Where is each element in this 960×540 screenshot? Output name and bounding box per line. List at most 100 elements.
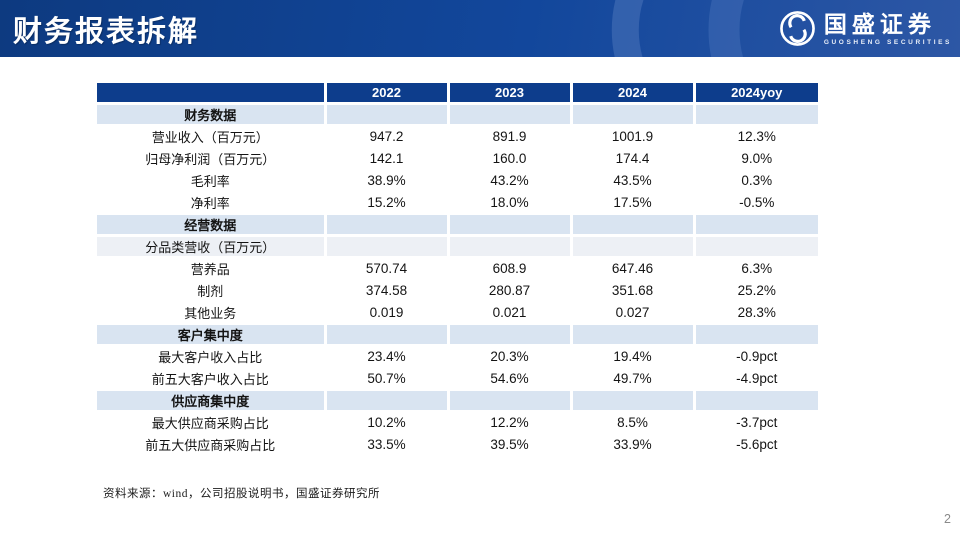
logo-watermark-arcs <box>611 0 744 57</box>
page-title: 财务报表拆解 <box>13 16 200 48</box>
row-label-cell: 最大客户收入占比 <box>97 345 327 369</box>
row-value-cell <box>694 323 818 347</box>
row-value-cell: 142.1 <box>325 147 450 171</box>
row-value-cell <box>448 389 573 413</box>
row-value-cell <box>325 235 450 259</box>
row-label-cell: 制剂 <box>97 279 327 303</box>
row-value-cell: 1001.9 <box>571 125 696 149</box>
row-value-cell: 49.7% <box>571 367 696 391</box>
row-value-cell <box>325 323 450 347</box>
table-row: 经营数据 <box>97 213 818 237</box>
row-value-cell: 19.4% <box>571 345 696 369</box>
header-year-cell: 2023 <box>448 83 573 105</box>
header-year-cell: 2024 <box>571 83 696 105</box>
row-value-cell: 28.3% <box>694 301 818 325</box>
table-header-row: 2022 2023 2024 2024yoy <box>97 83 818 105</box>
row-value-cell <box>448 235 573 259</box>
row-value-cell: 18.0% <box>448 191 573 215</box>
table-row: 最大供应商采购占比 10.2% 12.2% 8.5% -3.7pct <box>97 411 818 435</box>
table-row: 供应商集中度 <box>97 389 818 413</box>
row-value-cell: -3.7pct <box>694 411 818 435</box>
row-value-cell: 6.3% <box>694 257 818 281</box>
row-value-cell: 9.0% <box>694 147 818 171</box>
row-value-cell: 54.6% <box>448 367 573 391</box>
table-row: 制剂 374.58 280.87 351.68 25.2% <box>97 279 818 303</box>
row-value-cell: 17.5% <box>571 191 696 215</box>
row-value-cell <box>448 213 573 237</box>
row-value-cell: 33.5% <box>325 433 450 454</box>
logo-text: 国盛证券 GUOSHENG SECURITIES <box>824 12 952 46</box>
row-label-cell: 客户集中度 <box>97 323 327 347</box>
table-row: 营养品 570.74 608.9 647.46 6.3% <box>97 257 818 281</box>
guosheng-logo-icon <box>779 11 815 46</box>
table-row: 归母净利润（百万元） 142.1 160.0 174.4 9.0% <box>97 147 818 171</box>
row-value-cell: 0.019 <box>325 301 450 325</box>
row-value-cell: 12.2% <box>448 411 573 435</box>
row-value-cell <box>571 103 696 127</box>
financial-table: 2022 2023 2024 2024yoy 财务数据 营业收入（百万元） 947.2 891… <box>97 83 818 454</box>
table-row: 前五大客户收入占比 50.7% 54.6% 49.7% -4.9pct <box>97 367 818 391</box>
row-value-cell: 647.46 <box>571 257 696 281</box>
row-value-cell: 33.9% <box>571 433 696 454</box>
header-year-cell: 2024yoy <box>694 83 818 105</box>
row-value-cell: 25.2% <box>694 279 818 303</box>
row-value-cell: 0.3% <box>694 169 818 193</box>
row-value-cell <box>694 103 818 127</box>
logo-company-name: 国盛证券 <box>823 11 936 37</box>
source-note: 资料来源：wind，公司招股说明书，国盛证券研究所 <box>103 488 380 500</box>
row-value-cell: 12.3% <box>694 125 818 149</box>
row-value-cell: 50.7% <box>325 367 450 391</box>
row-value-cell: 351.68 <box>571 279 696 303</box>
row-value-cell <box>448 323 573 347</box>
row-value-cell <box>694 389 818 413</box>
row-value-cell: 10.2% <box>325 411 450 435</box>
table-row: 财务数据 <box>97 103 818 127</box>
row-value-cell <box>571 389 696 413</box>
row-label-cell: 其他业务 <box>97 301 327 325</box>
table-row: 分品类营收（百万元） <box>97 235 818 259</box>
row-value-cell: -0.5% <box>694 191 818 215</box>
row-value-cell: 891.9 <box>448 125 573 149</box>
row-value-cell: 0.027 <box>571 301 696 325</box>
row-value-cell: 38.9% <box>325 169 450 193</box>
row-value-cell <box>694 235 818 259</box>
row-value-cell <box>325 213 450 237</box>
row-value-cell: 280.87 <box>448 279 573 303</box>
page-number: 2 <box>944 512 951 526</box>
row-label-cell: 经营数据 <box>97 213 327 237</box>
row-value-cell: 160.0 <box>448 147 573 171</box>
financial-table-body: 2022 2023 2024 2024yoy 财务数据 营业收入（百万元） 947.2 891… <box>97 83 818 454</box>
row-label-cell: 营养品 <box>97 257 327 281</box>
financial-table-container: 2022 2023 2024 2024yoy 财务数据 营业收入（百万元） 947.2 891… <box>97 83 818 454</box>
row-value-cell: -0.9pct <box>694 345 818 369</box>
row-value-cell <box>571 213 696 237</box>
row-label-cell: 分品类营收（百万元） <box>97 235 327 259</box>
row-value-cell: 20.3% <box>448 345 573 369</box>
table-row: 客户集中度 <box>97 323 818 347</box>
row-value-cell: 174.4 <box>571 147 696 171</box>
row-value-cell: 43.2% <box>448 169 573 193</box>
row-label-cell: 供应商集中度 <box>97 389 327 413</box>
table-row: 最大客户收入占比 23.4% 20.3% 19.4% -0.9pct <box>97 345 818 369</box>
row-label-cell: 净利率 <box>97 191 327 215</box>
table-row: 其他业务 0.019 0.021 0.027 28.3% <box>97 301 818 325</box>
table-row: 净利率 15.2% 18.0% 17.5% -0.5% <box>97 191 818 215</box>
row-value-cell <box>448 103 573 127</box>
row-value-cell <box>325 389 450 413</box>
row-value-cell: 608.9 <box>448 257 573 281</box>
row-label-cell: 营业收入（百万元） <box>97 125 327 149</box>
row-value-cell: 8.5% <box>571 411 696 435</box>
logo-company-subtitle: GUOSHENG SECURITIES <box>823 38 952 46</box>
row-value-cell: 39.5% <box>448 433 573 454</box>
row-label-cell: 归母净利润（百万元） <box>97 147 327 171</box>
row-value-cell: 374.58 <box>325 279 450 303</box>
table-row: 前五大供应商采购占比 33.5% 39.5% 33.9% -5.6pct <box>97 433 818 454</box>
header-year-cell: 2022 <box>325 83 450 105</box>
row-value-cell <box>571 323 696 347</box>
row-label-cell: 最大供应商采购占比 <box>97 411 327 435</box>
row-label-cell: 财务数据 <box>97 103 327 127</box>
header-label-cell <box>97 83 327 105</box>
row-value-cell: 15.2% <box>325 191 450 215</box>
guosheng-logo: 国盛证券 GUOSHENG SECURITIES <box>779 10 952 47</box>
row-value-cell: -5.6pct <box>694 433 818 454</box>
